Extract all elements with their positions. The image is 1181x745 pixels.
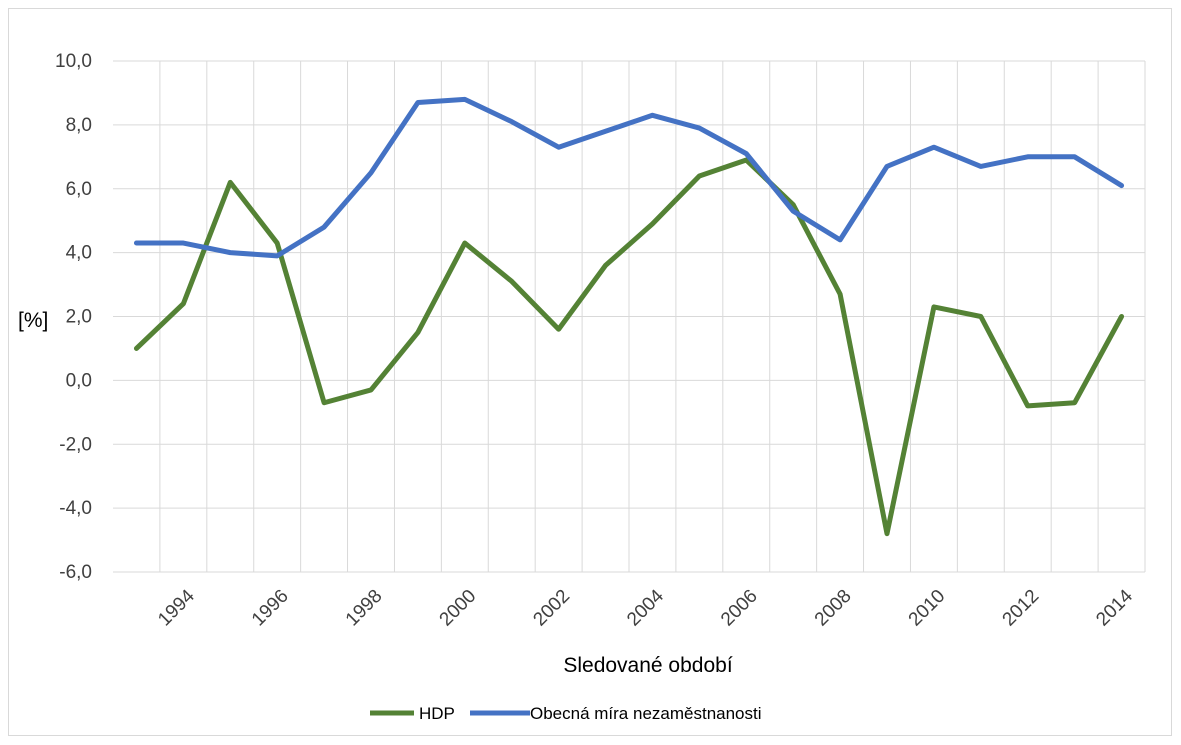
y-tick-label: 10,0 xyxy=(55,51,92,72)
x-tick-label: 1998 xyxy=(342,586,387,631)
x-tick-label: 2008 xyxy=(811,586,856,631)
x-tick-label: 2014 xyxy=(1092,585,1137,630)
x-tick-label: 1996 xyxy=(248,586,293,631)
unemployment-line xyxy=(133,96,1125,259)
series-lines xyxy=(133,96,1125,537)
y-tick-label: -4,0 xyxy=(59,498,92,519)
x-tick-label: 2004 xyxy=(623,585,668,630)
y-axis-tick-labels: 10,0 8,0 6,0 4,0 2,0 0,0 -2,0 -4,0 -6,0 xyxy=(55,51,92,583)
x-axis-title: Sledované období xyxy=(563,654,732,677)
y-tick-label: -6,0 xyxy=(59,562,92,583)
legend-label: Obecná míra nezaměstnanosti xyxy=(530,704,762,723)
x-tick-label: 2010 xyxy=(905,586,950,631)
chart-frame xyxy=(8,8,1172,736)
y-tick-label: 0,0 xyxy=(66,370,92,391)
x-tick-label: 2000 xyxy=(436,586,481,631)
x-tick-label: 2012 xyxy=(999,586,1044,631)
y-tick-label: 2,0 xyxy=(66,307,92,328)
y-tick-label: 4,0 xyxy=(66,243,92,264)
y-tick-label: -2,0 xyxy=(59,434,92,455)
x-tick-label: 2006 xyxy=(717,586,762,631)
legend: HDP Obecná míra nezaměstnanosti xyxy=(370,704,762,723)
x-tick-label: 1994 xyxy=(154,585,199,630)
x-tick-label: 2002 xyxy=(529,586,574,631)
hdp-line xyxy=(133,157,1125,537)
legend-label: HDP xyxy=(419,704,455,723)
y-tick-label: 6,0 xyxy=(66,179,92,200)
y-tick-label: 8,0 xyxy=(66,115,92,136)
x-axis-tick-labels: 1994 1996 1998 2000 2002 2004 2006 2008 2010 2012… xyxy=(154,585,1137,630)
y-axis-title: [%] xyxy=(18,309,48,332)
